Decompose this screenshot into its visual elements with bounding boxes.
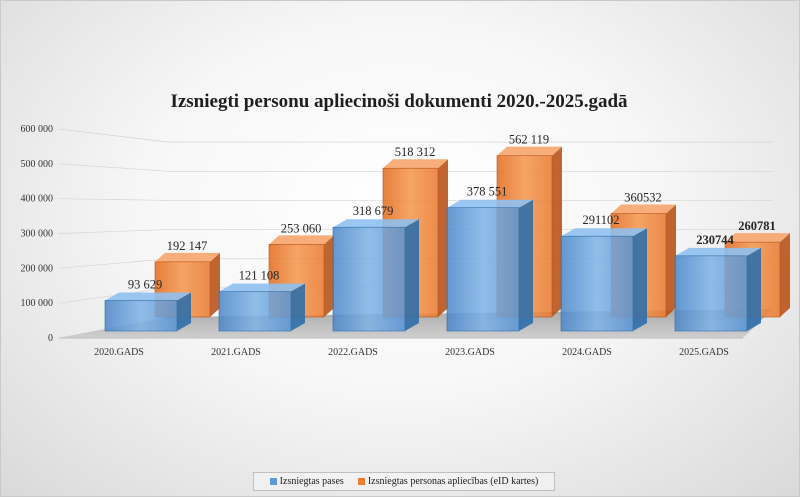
bar-top xyxy=(105,292,191,301)
x-tick-label: 2020.GADS xyxy=(94,347,144,358)
x-tick-label: 2022.GADS xyxy=(328,347,378,358)
gridline-diag xyxy=(58,229,170,234)
bar-side xyxy=(747,247,761,331)
data-label-pases: 318 679 xyxy=(353,204,394,218)
bar-pases-2022.GADS xyxy=(332,219,419,332)
legend-item-pases: Izsniegtas pases xyxy=(269,476,344,487)
y-tick-label: 200 000 xyxy=(21,263,54,274)
data-labels: 192 147 253 060 518 312 562 119 360532 260781… xyxy=(128,133,776,292)
bar-front xyxy=(560,235,634,332)
bar-side xyxy=(324,235,334,317)
bar-side xyxy=(633,228,647,331)
data-label-eid: 518 312 xyxy=(395,145,436,159)
bar-top xyxy=(561,228,647,237)
legend-label-pases: Izsniegtas pases xyxy=(279,476,344,487)
bar-side xyxy=(291,283,305,331)
data-label-pases: 93 629 xyxy=(128,278,162,292)
x-tick-label: 2025.GADS xyxy=(679,347,729,358)
bar-top xyxy=(675,247,761,256)
y-tick-label: 0 xyxy=(48,333,53,344)
bar-top xyxy=(611,204,676,214)
bar-side xyxy=(405,219,419,331)
bar-pases-2025.GADS xyxy=(674,247,761,332)
bar-front xyxy=(446,207,520,332)
y-tick-label: 100 000 xyxy=(21,298,54,309)
x-tick-label: 2021.GADS xyxy=(211,347,261,358)
bar-side xyxy=(552,146,562,317)
legend-item-eid: Izsniegtas personas apliecības (eID kart… xyxy=(357,476,539,487)
y-tick-label: 500 000 xyxy=(21,159,54,170)
bar-top xyxy=(219,283,305,292)
legend: Izsniegtas pases Izsniegtas personas apl… xyxy=(253,472,555,491)
gridline-diag xyxy=(58,258,170,269)
gridline-diag xyxy=(58,198,170,201)
y-tick-label: 600 000 xyxy=(21,124,54,135)
bar-pases-2023.GADS xyxy=(446,199,533,332)
data-label-eid: 562 119 xyxy=(509,133,549,147)
bar-front xyxy=(332,226,406,332)
bar-front xyxy=(674,255,748,332)
bar-top xyxy=(269,235,334,245)
data-label-pases: 291102 xyxy=(582,213,619,227)
y-axis-ticks: 0 100 000 200 000 300 000 400 000 500 000 600 … xyxy=(21,124,54,344)
legend-swatch-orange xyxy=(357,478,365,485)
legend-swatch-blue xyxy=(269,478,277,485)
y-tick-label: 300 000 xyxy=(21,229,54,240)
y-tick-label: 400 000 xyxy=(21,194,54,205)
data-label-eid: 260781 xyxy=(738,219,776,233)
x-tick-label: 2024.GADS xyxy=(562,347,612,358)
bar-side xyxy=(666,204,676,317)
bar-top xyxy=(497,146,562,156)
bar-pases-2020.GADS xyxy=(104,292,191,332)
data-label-pases: 378 551 xyxy=(467,185,508,199)
bar-side xyxy=(519,199,533,331)
data-label-eid: 360532 xyxy=(624,191,662,205)
data-label-eid: 192 147 xyxy=(167,239,208,253)
bar-top xyxy=(447,199,533,208)
legend-label-eid: Izsniegtas personas apliecības (eID kart… xyxy=(367,476,539,487)
bar-top xyxy=(383,159,448,169)
bar-side xyxy=(210,252,220,317)
gridline-diag xyxy=(58,163,170,172)
chart-title: Izsniegti personu apliecinoši dokumenti … xyxy=(170,91,628,112)
data-label-pases: 121 108 xyxy=(239,269,280,283)
x-tick-label: 2023.GADS xyxy=(445,347,495,358)
x-axis-ticks: 2020.GADS 2021.GADS 2022.GADS 2023.GADS 2024… xyxy=(94,347,729,358)
bar-side xyxy=(780,233,790,317)
bar-front xyxy=(104,300,178,332)
bar-top xyxy=(333,219,419,228)
data-label-pases: 230744 xyxy=(696,233,734,247)
bar-top xyxy=(725,233,790,243)
bar-side xyxy=(438,159,448,317)
data-label-eid: 253 060 xyxy=(281,221,322,235)
bar-pases-2024.GADS xyxy=(560,228,647,332)
bar-side xyxy=(177,292,191,331)
gridline-diag xyxy=(58,128,170,143)
bar-pases-2021.GADS xyxy=(218,283,305,332)
bars xyxy=(104,146,790,332)
bar-front xyxy=(218,291,292,332)
bar-top xyxy=(155,252,220,262)
